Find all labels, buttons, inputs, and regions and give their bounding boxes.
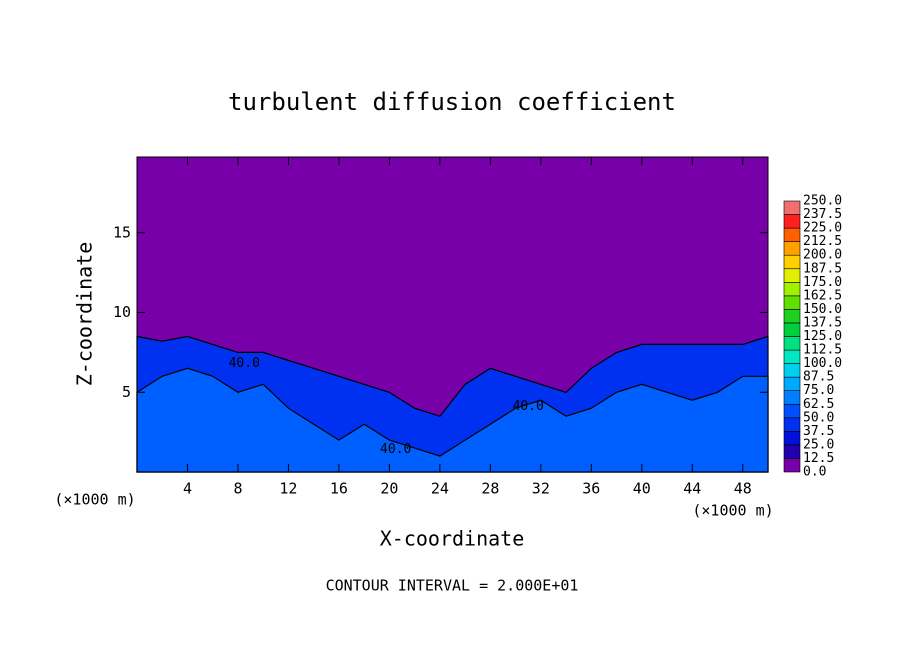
x-tick-label: 12 — [279, 480, 297, 498]
x-tick-label: 8 — [233, 480, 242, 498]
x-tick-label: 24 — [431, 480, 449, 498]
contour-label: 40.0 — [380, 442, 411, 457]
x-tick-label: 40 — [633, 480, 651, 498]
x-tick-label: 32 — [532, 480, 550, 498]
footer: CONTOUR INTERVAL = 2.000E+01 — [326, 577, 579, 595]
colorbar-label: 162.5 — [803, 288, 842, 303]
colorbar-label: 137.5 — [803, 315, 842, 330]
x-tick-label: 48 — [734, 480, 752, 498]
colorbar-band — [783, 376, 801, 391]
colorbar-label: 125.0 — [803, 329, 842, 344]
colorbar-label: 250.0 — [803, 194, 842, 209]
y-tick-label: 5 — [122, 383, 131, 401]
colorbar-label: 112.5 — [803, 343, 842, 358]
x-tick-label: 44 — [683, 480, 701, 498]
colorbar-label: 0.0 — [803, 465, 826, 480]
colorbar-label: 225.0 — [803, 221, 842, 236]
colorbar-label: 212.5 — [803, 234, 842, 249]
colorbar-band — [783, 322, 801, 337]
colorbar-band — [783, 444, 801, 459]
colorbar-label: 12.5 — [803, 451, 834, 466]
x-tick-label: 16 — [330, 480, 348, 498]
x-tick-label: 28 — [481, 480, 499, 498]
colorbar-band — [783, 336, 801, 351]
colorbar-band — [783, 268, 801, 283]
colorbar-band — [783, 295, 801, 310]
colorbar-band — [783, 227, 801, 242]
colorbar-band — [783, 309, 801, 324]
colorbar-label: 50.0 — [803, 410, 834, 425]
colorbar-label: 62.5 — [803, 397, 834, 412]
x-tick-label: 20 — [380, 480, 398, 498]
colorbar-label: 75.0 — [803, 383, 834, 398]
y-unit: (×1000 m) — [54, 491, 135, 509]
contour-label: 40.0 — [229, 356, 260, 371]
colorbar-label: 25.0 — [803, 437, 834, 452]
colorbar-label: 175.0 — [803, 275, 842, 290]
x-tick-label: 36 — [582, 480, 600, 498]
colorbar-band — [783, 281, 801, 297]
colorbar-label: 87.5 — [803, 370, 834, 385]
colorbar-band — [783, 349, 801, 364]
colorbar-band — [783, 431, 801, 446]
colorbar-band — [783, 363, 801, 378]
y-tick-label: 10 — [113, 303, 131, 321]
colorbar-band — [783, 458, 801, 473]
x-unit: (×1000 m) — [692, 502, 773, 520]
colorbar-label: 150.0 — [803, 302, 842, 317]
x-axis-label: X-coordinate — [380, 527, 525, 551]
colorbar-band — [783, 403, 801, 419]
y-tick-label: 15 — [113, 223, 131, 241]
colorbar-label: 200.0 — [803, 248, 842, 263]
colorbar-band — [783, 214, 801, 229]
colorbar-label: 37.5 — [803, 424, 834, 439]
x-tick-label: 4 — [183, 480, 192, 498]
colorbar-label: 100.0 — [803, 356, 842, 371]
colorbar-band — [783, 390, 801, 405]
colorbar-band — [783, 200, 801, 215]
colorbar-band — [783, 417, 801, 432]
colorbar-label: 237.5 — [803, 207, 842, 222]
chart-title: turbulent diffusion coefficient — [228, 88, 676, 116]
contour-label: 40.0 — [513, 399, 544, 414]
colorbar-label: 187.5 — [803, 261, 842, 276]
contour-region — [136, 367, 769, 473]
colorbar-band — [783, 254, 801, 270]
colorbar-band — [783, 241, 801, 256]
y-axis-label: Z-coordinate — [73, 242, 97, 387]
plot-frame — [136, 156, 769, 473]
